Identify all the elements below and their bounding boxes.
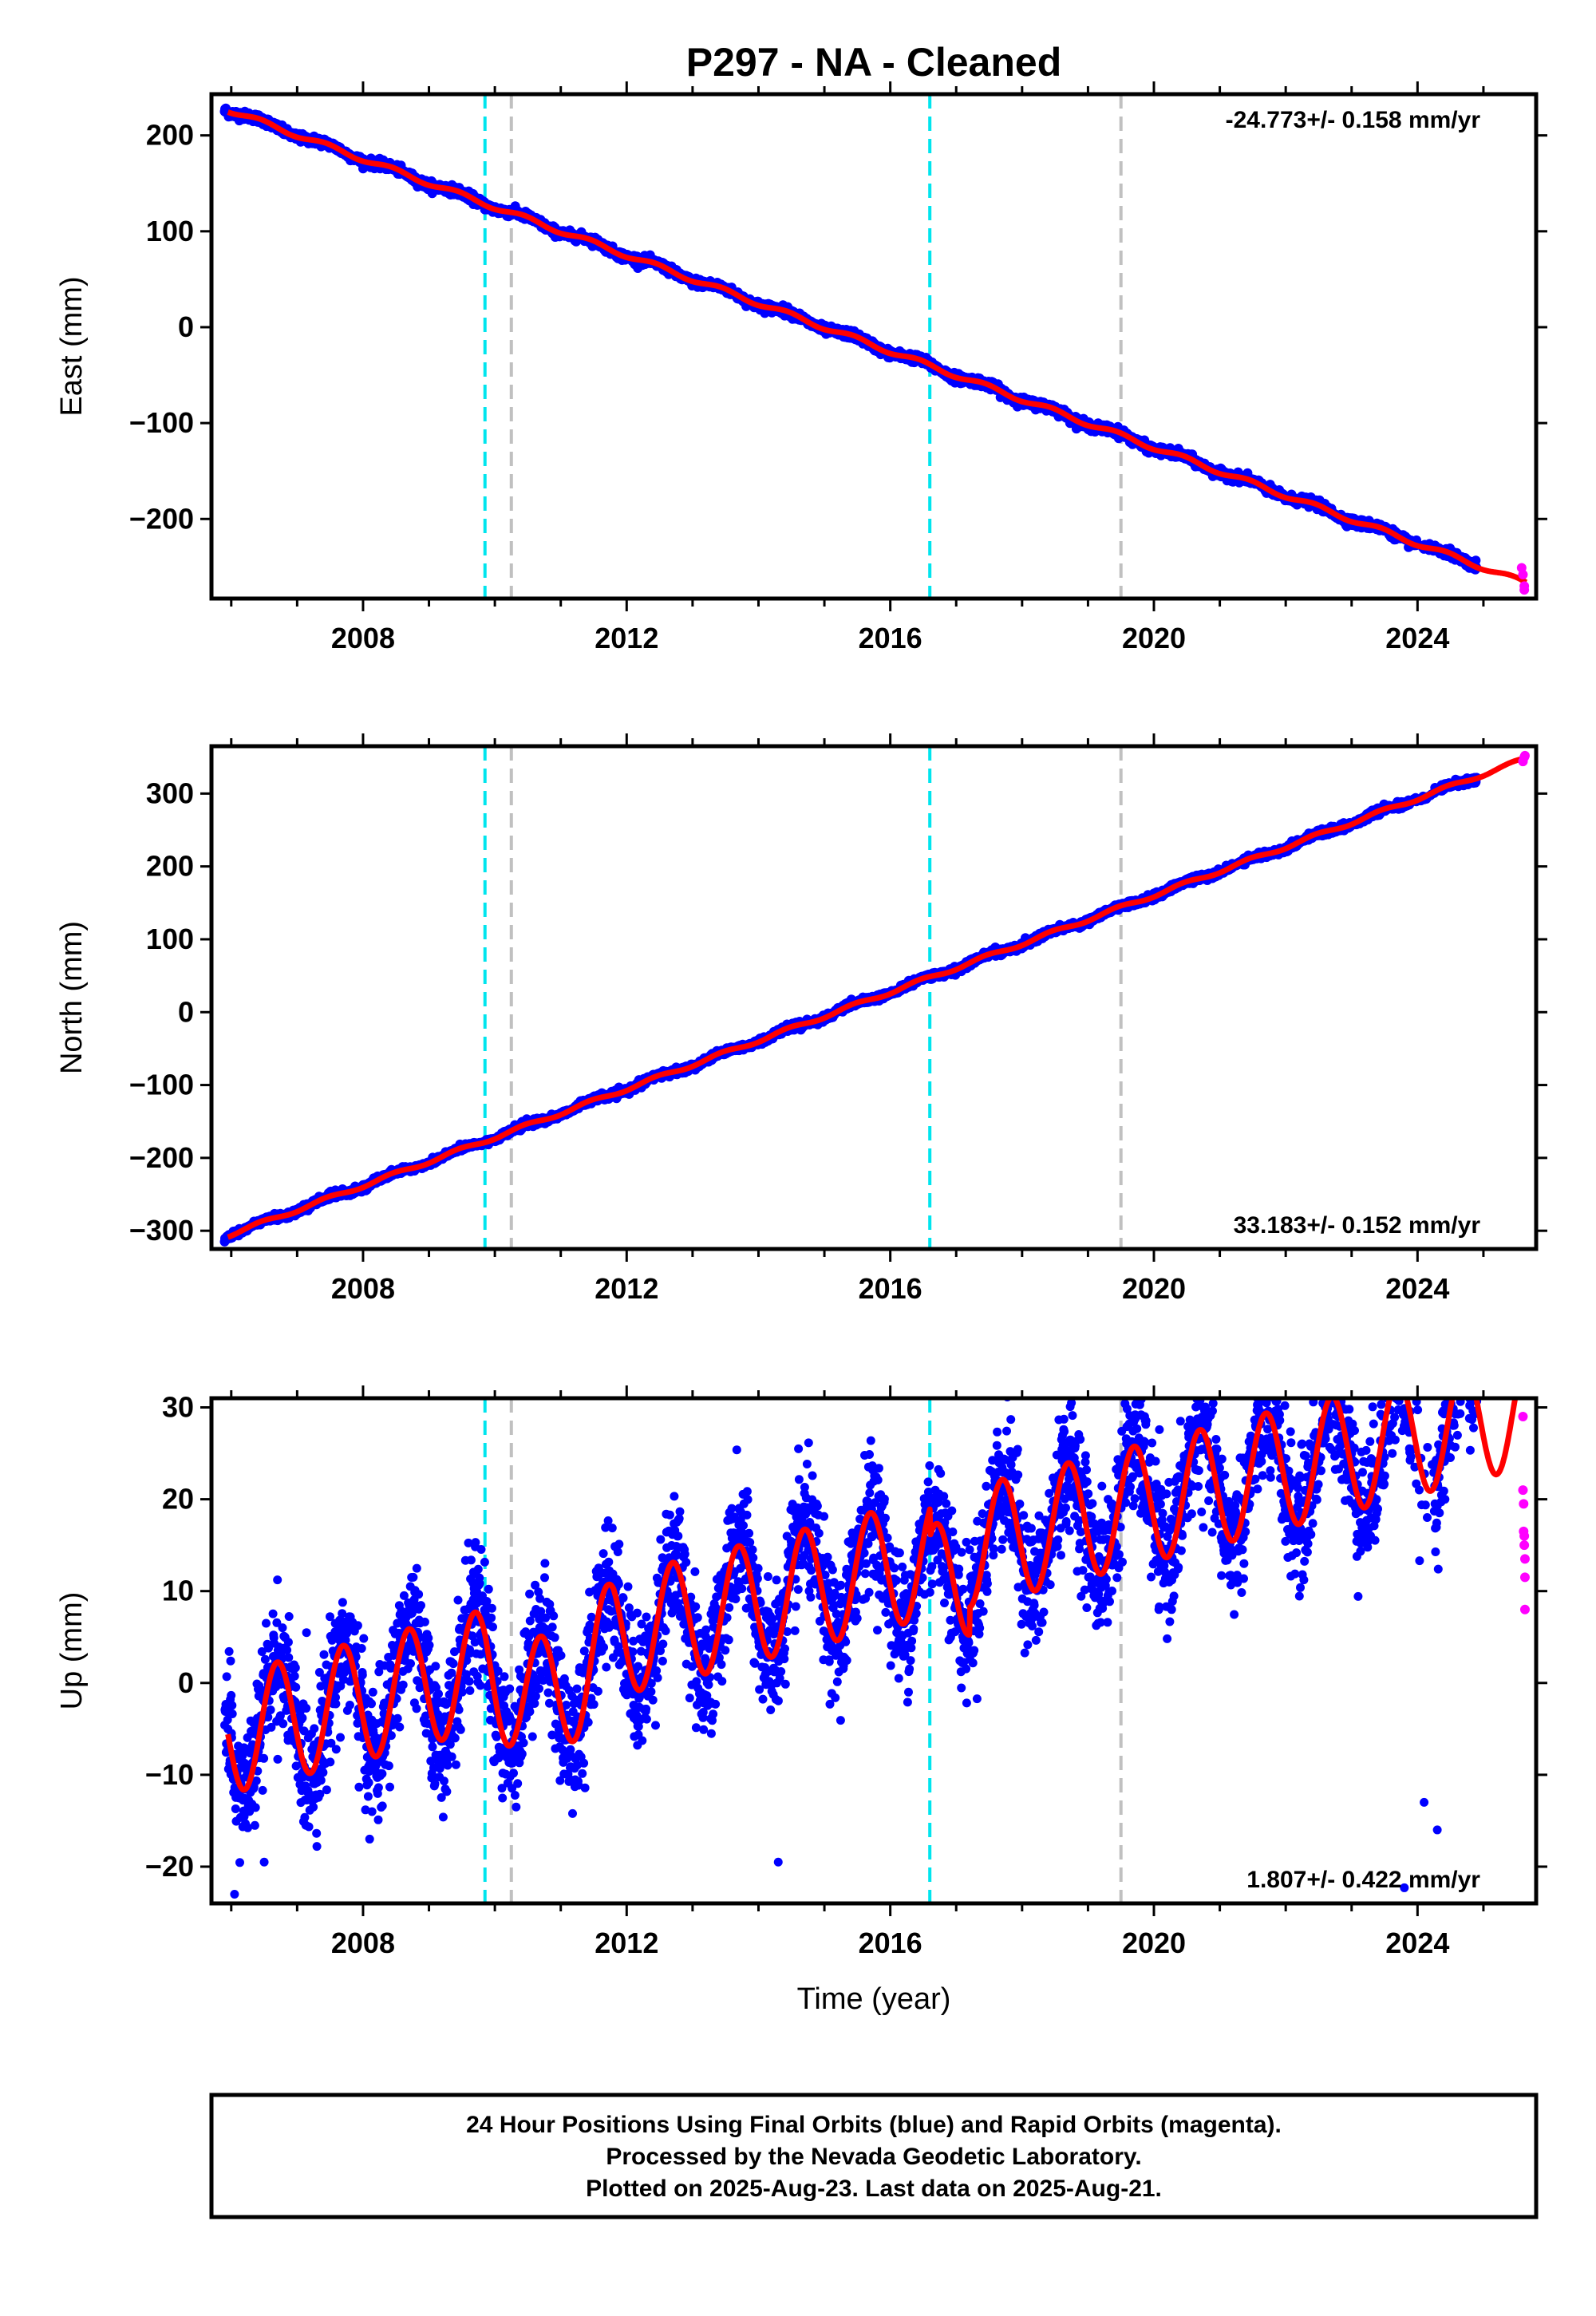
y-tick-label: 100 [146, 215, 194, 247]
plot-area [219, 746, 1530, 1249]
x-tick-label: 2008 [331, 622, 395, 654]
y-tick-label: −100 [129, 406, 194, 439]
plot-title: P297 - NA - Cleaned [686, 40, 1062, 85]
y-tick-label: −200 [129, 502, 194, 535]
velocity-label: -24.773+/- 0.158 mm/yr [1226, 107, 1481, 133]
x-tick-label: 2012 [595, 622, 658, 654]
x-tick-label: 2020 [1122, 622, 1186, 654]
panel-east: 200 100 0 −100 −200 2008 2012 2016 2020 2024 East … [55, 81, 1547, 654]
y-axis-label: East (mm) [55, 276, 89, 416]
model-fit-line [226, 109, 1529, 585]
y-tick-label: 0 [178, 310, 194, 343]
y-tick-label: 200 [146, 119, 194, 152]
x-tick-label: 2024 [1385, 622, 1449, 654]
x-tick-label: 2016 [859, 622, 922, 654]
plot-area [219, 94, 1530, 599]
rapid-orbit-point [1519, 585, 1530, 595]
rapid-orbit-point [1518, 569, 1528, 579]
